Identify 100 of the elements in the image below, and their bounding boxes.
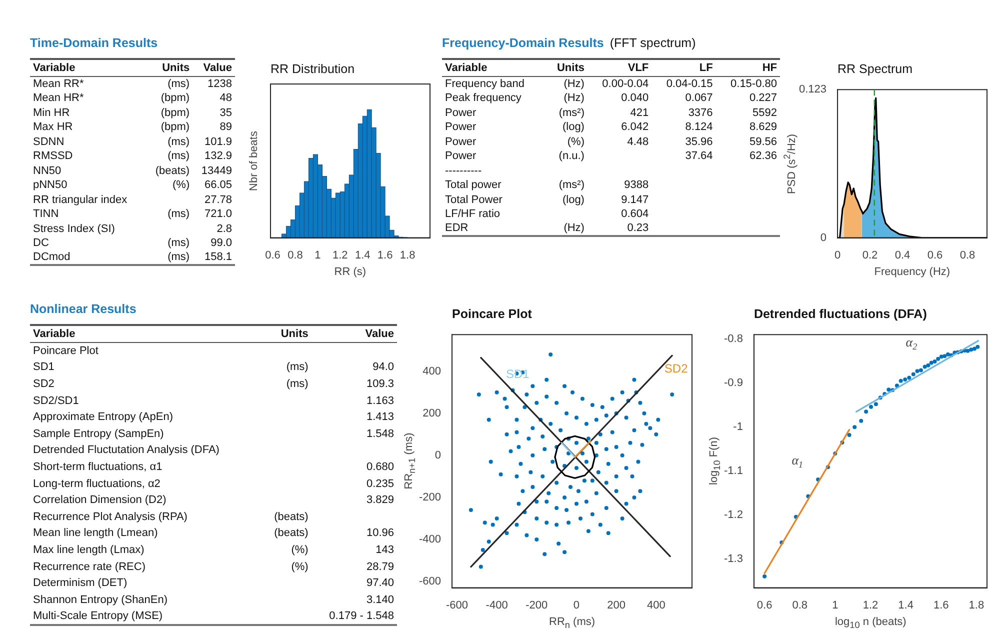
- text: Detrended Fluctutation Analysis (DFA): [32, 443, 220, 458]
- text: 1.413: [365, 410, 395, 426]
- y-tick-label: 200: [422, 407, 442, 420]
- category-label: LF: [652, 59, 716, 76]
- chart-title: RR Distribution: [270, 62, 355, 76]
- text: (n.u.): [558, 149, 586, 164]
- text: 8.629: [748, 120, 778, 134]
- text: (ms²): [558, 178, 586, 192]
- y-tick-label: 0.123: [798, 84, 827, 96]
- x-axis-title: RR (s): [334, 266, 366, 278]
- y-tick-label: -400: [418, 534, 442, 546]
- category-label: VLF: [587, 59, 652, 76]
- y-tick-label: 0: [434, 449, 442, 462]
- text: (log): [561, 192, 586, 207]
- text: Mean line length (Lmean): [32, 526, 159, 542]
- text: DC: [32, 236, 50, 250]
- text: 1238: [206, 77, 233, 91]
- text: 721.0: [203, 207, 233, 222]
- y-tick-label: -1.3: [724, 553, 743, 566]
- text: (FFT spectrum): [610, 36, 696, 50]
- text: Mean RR*: [32, 77, 85, 91]
- category-label: Value: [192, 59, 235, 76]
- text: SD2: [32, 376, 56, 392]
- text: 9.147: [620, 192, 650, 207]
- text: SD1: [32, 360, 56, 376]
- y-axis-title: Nbr of beats: [248, 130, 260, 191]
- text: 4.48: [626, 134, 650, 149]
- text: 94.0: [372, 360, 395, 376]
- text: Max line length (Lmax): [32, 542, 146, 558]
- text: 37.64: [684, 149, 714, 164]
- category-label: Units: [146, 59, 193, 76]
- text: Shannon Entropy (ShanEn): [32, 592, 169, 608]
- text: (beats): [273, 526, 310, 542]
- y-tick-label: -0.8: [724, 333, 743, 346]
- x-tick-label: 1.2: [862, 599, 878, 612]
- x-tick-label: 1.4: [898, 599, 914, 612]
- text: TINN: [32, 207, 60, 222]
- text: 3.829: [365, 493, 395, 508]
- text: (%): [290, 560, 310, 575]
- category-label: Variable: [30, 325, 263, 342]
- text: SD2: [664, 362, 688, 376]
- chart-title: Detrended fluctuations (DFA): [754, 307, 927, 321]
- text: 0.040: [620, 91, 650, 106]
- text: Recurrence rate (REC): [32, 560, 146, 575]
- text: 0.00-0.04: [601, 77, 650, 91]
- text: Power: [444, 149, 478, 164]
- text: 0.15-0.80: [730, 77, 778, 91]
- text: (ms): [146, 250, 193, 265]
- text: 143: [374, 542, 395, 558]
- text: pNN50: [32, 178, 68, 192]
- text: 5592: [752, 106, 778, 120]
- text: 62.36: [748, 149, 778, 164]
- text: 99.0: [210, 236, 233, 250]
- x-axis-title: Frequency (Hz): [874, 266, 950, 278]
- y-tick-label: -200: [418, 491, 442, 504]
- text: (ms): [166, 207, 191, 222]
- text: (Hz): [546, 222, 588, 236]
- text: Short-term fluctuations, α1: [32, 460, 164, 475]
- x-tick-label: 0.8: [288, 249, 303, 262]
- text: Approximate Entropy (ApEn): [32, 410, 174, 426]
- y-tick-label: -600: [418, 576, 442, 588]
- x-tick-label: 1.4: [354, 249, 370, 262]
- text: 27.78: [203, 192, 233, 207]
- y-tick-label: -1.1: [724, 465, 743, 478]
- x-tick-label: 0.6: [756, 599, 772, 612]
- category-label: Value: [311, 325, 397, 342]
- text: 109.3: [365, 376, 395, 392]
- text: (ms): [166, 77, 191, 91]
- text: (%): [172, 178, 191, 192]
- text: Multi-Scale Entropy (MSE): [30, 608, 263, 625]
- x-tick-label: 200: [607, 599, 626, 612]
- x-tick-label: 400: [646, 599, 666, 612]
- category-label: Variable: [30, 59, 146, 76]
- x-tick-label: -600: [446, 599, 468, 612]
- text: Max HR: [32, 120, 74, 134]
- text: 0.227: [748, 91, 778, 106]
- category-label: HF: [716, 59, 780, 76]
- y-tick-label: -0.9: [724, 377, 743, 390]
- text: 13449: [200, 164, 233, 178]
- category-label: Variable: [442, 59, 547, 76]
- text: RR triangular index: [32, 192, 128, 207]
- text: (ms): [166, 236, 191, 250]
- text: Frequency-Domain Results: [442, 36, 604, 50]
- text: Long-term fluctuations, α2: [32, 476, 162, 492]
- text: NN50: [32, 164, 62, 178]
- text: ----------: [444, 164, 483, 178]
- text: 0.604: [620, 207, 650, 222]
- x-tick-label: 1.8: [400, 249, 416, 262]
- text: (ms): [285, 360, 310, 376]
- text: 3.140: [365, 592, 395, 608]
- x-axis-title: RR$_{n}$ (ms): [549, 616, 596, 630]
- text: 0.067: [684, 91, 714, 106]
- text: (bpm): [160, 120, 191, 134]
- text: SD1: [506, 367, 530, 382]
- x-tick-label: -400: [486, 599, 508, 612]
- text: Determinism (DET): [32, 576, 128, 592]
- text: RMSSD: [32, 149, 74, 164]
- text: 10.96: [365, 526, 395, 542]
- text: (ms²): [558, 106, 586, 120]
- text: 9388: [623, 178, 650, 192]
